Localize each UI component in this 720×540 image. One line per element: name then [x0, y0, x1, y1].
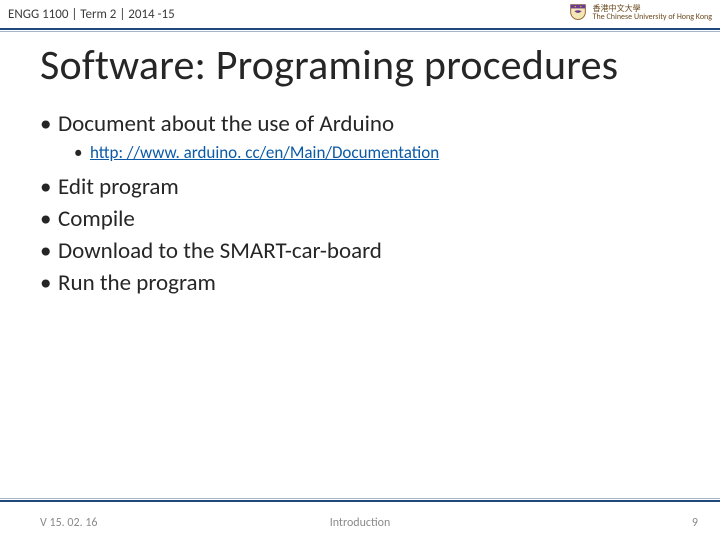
header-rule — [0, 28, 720, 30]
bullet-dot-icon: • — [40, 110, 58, 138]
bullet-dot-icon: • — [40, 173, 58, 201]
slide-body: • Document about the use of Arduino • ht… — [40, 110, 690, 301]
bullet-dot-icon: • — [74, 142, 90, 163]
university-branding: 香港中文大學 The Chinese University of Hong Ko… — [567, 2, 712, 24]
bullet-dot-icon: • — [40, 205, 58, 233]
footer-rule-thin — [0, 498, 720, 499]
bullet-doc-arduino: • Document about the use of Arduino — [40, 110, 690, 138]
cuhk-crest-icon — [567, 2, 589, 24]
slide: ENGG 1100 | Term 2 | 2014 -15 香港中文大學 The… — [0, 0, 720, 540]
bullet-text: Document about the use of Arduino — [58, 110, 394, 138]
course-code: ENGG 1100 | Term 2 | 2014 -15 — [0, 7, 175, 22]
bullet-text: Edit program — [58, 173, 179, 201]
footer-version: V 15. 02. 16 — [40, 516, 98, 530]
arduino-docs-link[interactable]: http: //www. arduino. cc/en/Main/Documen… — [90, 142, 439, 163]
bullet-dot-icon: • — [40, 269, 58, 297]
subbullet-arduino-link: • http: //www. arduino. cc/en/Main/Docum… — [74, 142, 690, 163]
bullet-text: Compile — [58, 205, 135, 233]
footer-page-number: 9 — [692, 516, 698, 530]
bullet-download: • Download to the SMART-car-board — [40, 237, 690, 265]
university-name: 香港中文大學 The Chinese University of Hong Ko… — [593, 5, 712, 21]
slide-title: Software: Programing procedures — [40, 40, 700, 91]
slide-footer: V 15. 02. 16 Introduction 9 — [0, 506, 720, 540]
bullet-text: Run the program — [58, 269, 216, 297]
bullet-dot-icon: • — [40, 237, 58, 265]
bullet-edit-program: • Edit program — [40, 173, 690, 201]
bullet-text: Download to the SMART-car-board — [58, 237, 382, 265]
bullet-run: • Run the program — [40, 269, 690, 297]
slide-header: ENGG 1100 | Term 2 | 2014 -15 香港中文大學 The… — [0, 0, 720, 28]
header-rule-thin — [0, 31, 720, 32]
footer-section: Introduction — [330, 516, 391, 530]
bullet-compile: • Compile — [40, 205, 690, 233]
footer-rule — [0, 500, 720, 502]
university-name-en: The Chinese University of Hong Kong — [593, 13, 712, 21]
